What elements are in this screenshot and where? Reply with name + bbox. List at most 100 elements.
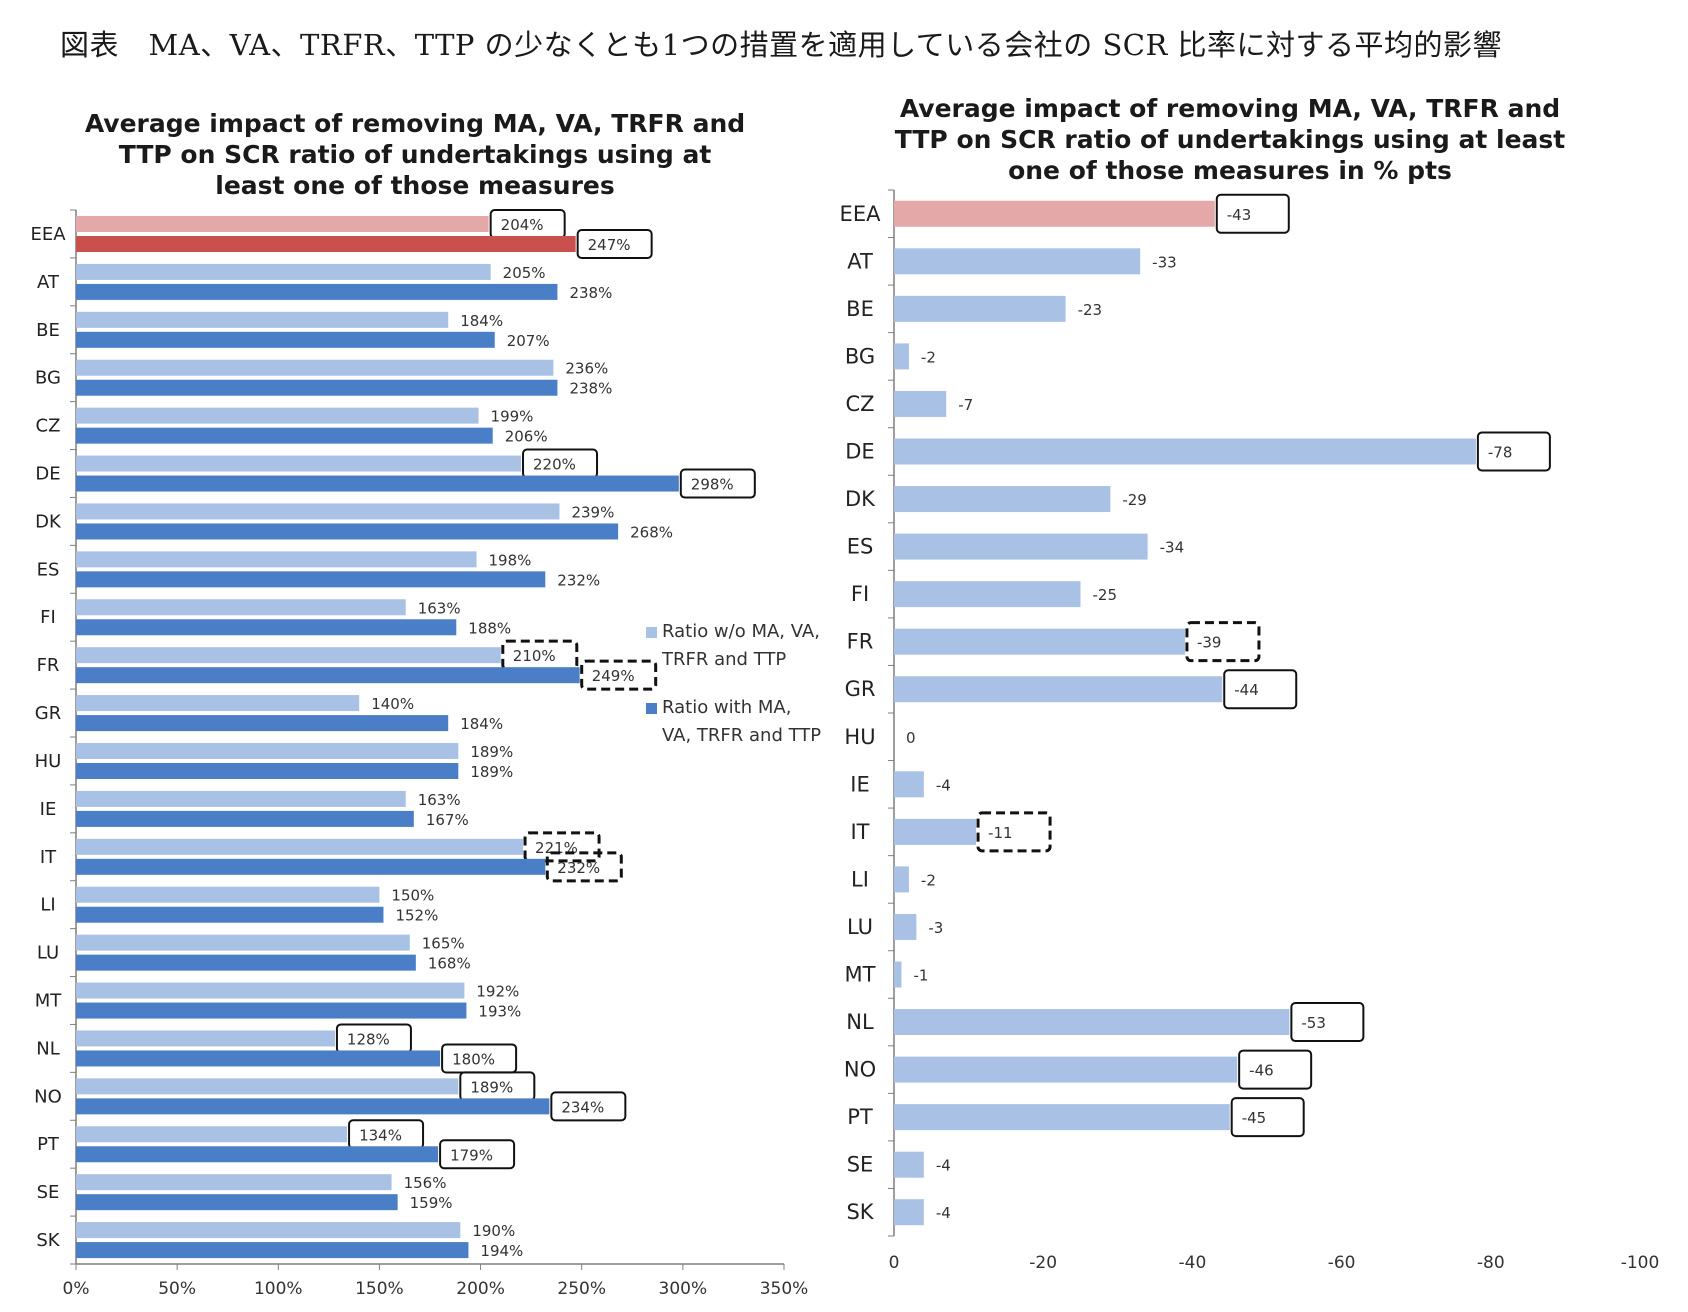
right-bar [894, 486, 1111, 513]
right-bar [894, 866, 909, 893]
right-category-label: BE [846, 297, 874, 321]
right-category-label: FR [847, 630, 874, 654]
left-bar-chart: 0% 50% 100% 150% 200% 250% 300% 350% EEA 204% 247%… [30, 209, 809, 1299]
right-data-label: -23 [1078, 301, 1103, 319]
left-bar [76, 551, 477, 568]
left-data-label: 210% [513, 647, 556, 665]
left-category-label: FI [40, 607, 56, 628]
left-data-label: 188% [468, 619, 511, 637]
left-x-tick-label: 50% [158, 1279, 196, 1299]
legend: Ratio w/o MA, VA, TRFR and TTP Ratio wit… [646, 618, 826, 770]
legend-label-with: Ratio with MA, VA, TRFR and TTP [662, 697, 822, 746]
left-data-label: 184% [460, 715, 503, 733]
left-dashed-highlight-box [580, 659, 658, 691]
left-x-tick-label: 300% [659, 1279, 708, 1299]
right-bar [894, 1056, 1238, 1083]
right-data-label: 0 [906, 729, 916, 747]
right-data-label: -46 [1249, 1062, 1274, 1080]
left-bar [76, 1078, 459, 1095]
right-x-tick-label: 0 [889, 1253, 900, 1273]
right-bar [894, 818, 977, 845]
right-data-label: -25 [1093, 586, 1118, 604]
legend-label-without: Ratio w/o MA, VA, TRFR and TTP [662, 621, 820, 670]
right-data-label: -11 [988, 824, 1013, 842]
left-category-label: ES [37, 559, 60, 580]
left-bar [76, 1030, 335, 1047]
left-data-label: 206% [505, 428, 548, 446]
right-highlight-box [1476, 431, 1551, 472]
left-dashed-highlight-box [523, 831, 601, 863]
left-category-label: FR [37, 655, 60, 676]
left-bar [76, 236, 576, 252]
left-bar [76, 379, 558, 396]
left-data-label: 150% [391, 887, 434, 905]
left-bar [76, 1242, 469, 1259]
right-dashed-highlight-box [976, 811, 1052, 853]
right-highlight-box [1223, 669, 1298, 710]
left-category-label: DK [35, 511, 62, 532]
left-bar [76, 934, 410, 951]
left-data-label: 180% [452, 1050, 495, 1068]
left-bar [76, 810, 414, 827]
left-bar [76, 1194, 398, 1211]
left-dashed-highlight-box [545, 851, 623, 883]
left-bar [76, 455, 522, 472]
left-data-label: 232% [557, 859, 600, 877]
left-bar [76, 1098, 550, 1115]
right-data-label: -44 [1234, 681, 1259, 699]
left-category-label: PT [37, 1134, 60, 1155]
right-highlight-box [1290, 1002, 1365, 1043]
left-data-label: 198% [489, 551, 532, 569]
left-category-label: DE [35, 464, 60, 485]
left-data-label: 199% [491, 408, 534, 426]
right-dashed-highlight-box [1185, 621, 1261, 663]
left-bar [76, 523, 619, 540]
right-bar [894, 676, 1223, 703]
right-category-label: PT [847, 1105, 873, 1129]
left-data-label: 204% [501, 216, 544, 234]
left-category-label: EEA [30, 224, 66, 245]
left-category-label: LU [37, 943, 59, 964]
right-highlight-box [1230, 1097, 1305, 1138]
left-data-label: 238% [569, 284, 612, 302]
right-bar [894, 295, 1066, 322]
left-data-label: 205% [503, 264, 546, 282]
right-data-label: -43 [1227, 206, 1252, 224]
right-bar [894, 628, 1185, 655]
right-data-label: -53 [1301, 1014, 1326, 1032]
left-data-label: 168% [428, 955, 471, 973]
legend-item-with: Ratio with MA, VA, TRFR and TTP [646, 694, 826, 750]
left-bar [76, 475, 679, 492]
left-category-label: SK [36, 1230, 60, 1251]
right-data-label: -78 [1488, 444, 1513, 462]
left-data-label: 220% [533, 456, 576, 474]
left-data-label: 140% [371, 695, 414, 713]
left-data-label: 189% [470, 743, 513, 761]
left-x-tick-label: 350% [760, 1279, 809, 1299]
left-highlight-box [439, 1139, 516, 1170]
left-highlight-box [550, 1091, 627, 1122]
right-category-label: LU [847, 915, 873, 939]
right-bar [894, 1199, 924, 1226]
left-category-label: NL [36, 1038, 60, 1059]
right-bar [894, 248, 1141, 275]
left-bar [76, 283, 558, 300]
page-title: 図表 MA、VA、TRFR、TTP の少なくとも1つの措置を適用している会社の … [60, 28, 1503, 62]
left-bar [76, 743, 459, 759]
left-bar [76, 1146, 439, 1163]
left-data-label: 190% [472, 1222, 515, 1240]
left-bar [76, 427, 493, 444]
left-data-label: 193% [478, 1003, 521, 1021]
left-highlight-box [576, 229, 653, 259]
left-category-label: CZ [36, 416, 61, 437]
right-category-label: FI [851, 582, 869, 606]
left-x-tick-label: 0% [63, 1279, 90, 1299]
left-bar [76, 599, 406, 616]
left-bar [76, 1050, 441, 1067]
left-category-label: AT [37, 272, 60, 293]
left-data-label: 165% [422, 935, 465, 953]
right-category-label: DE [845, 440, 874, 464]
left-bar [76, 331, 495, 348]
right-x-tick-label: -80 [1477, 1253, 1505, 1273]
right-data-label: -34 [1160, 539, 1185, 557]
